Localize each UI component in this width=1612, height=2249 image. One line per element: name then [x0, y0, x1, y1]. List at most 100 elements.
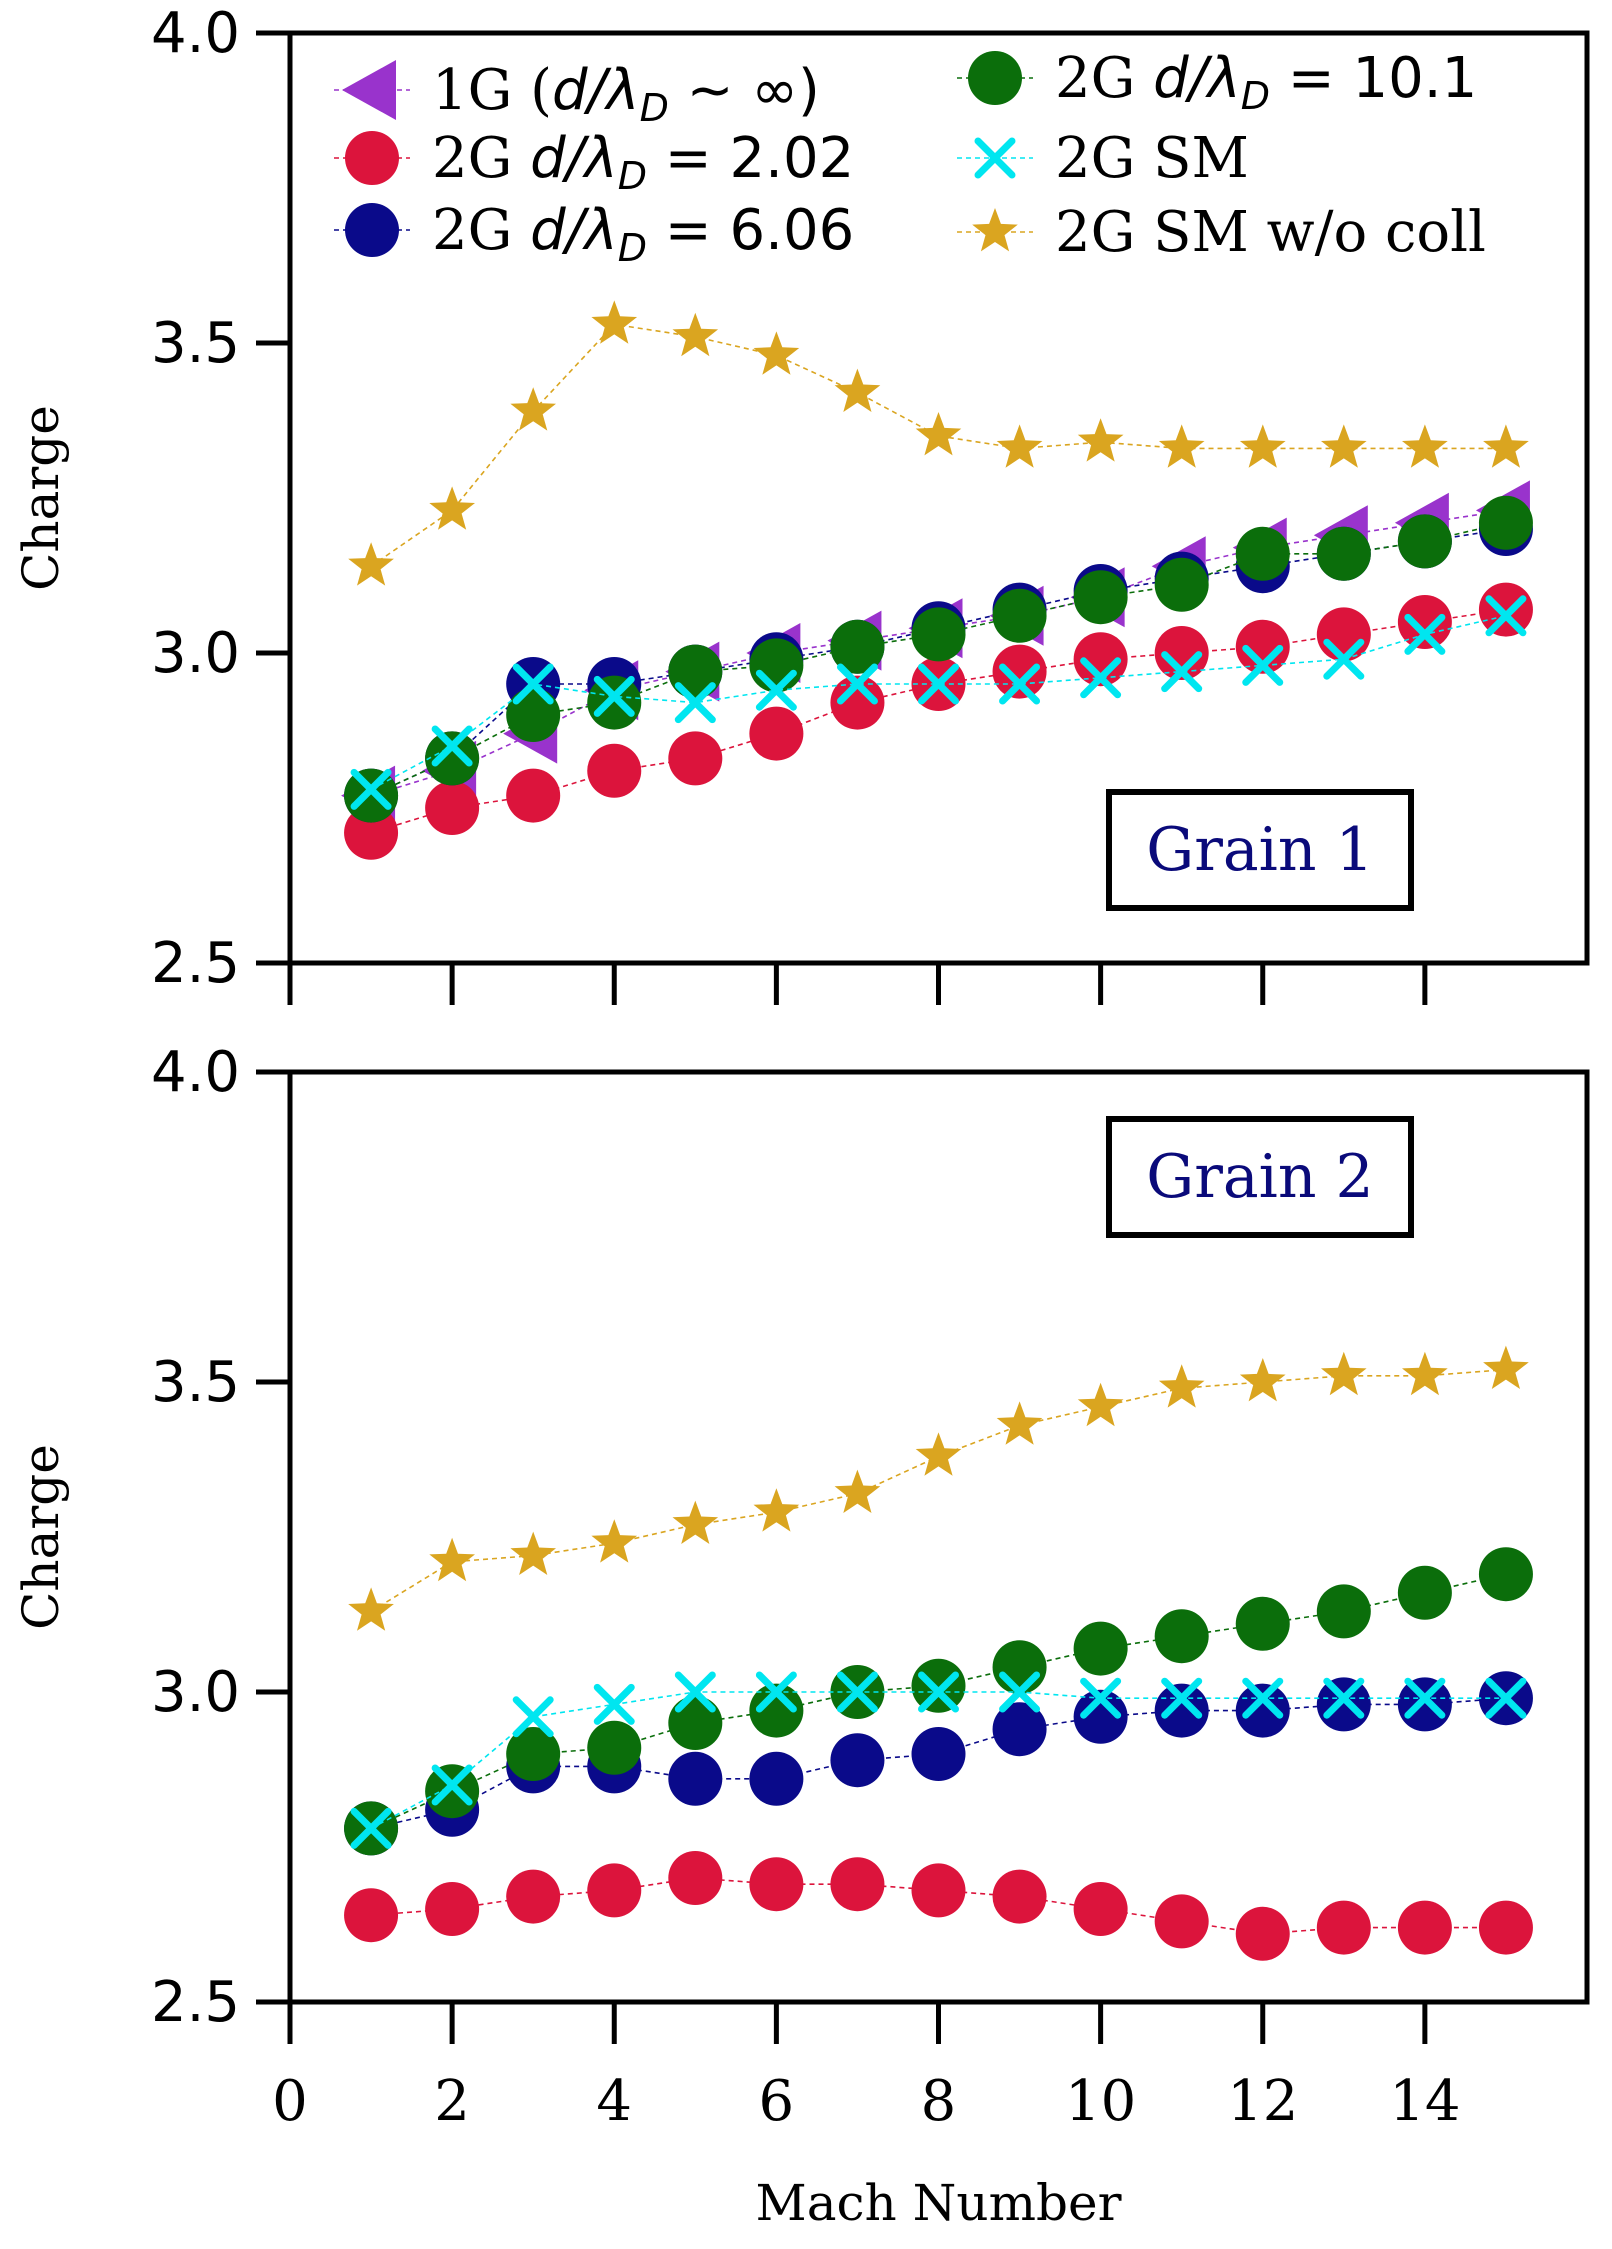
data-point: [672, 1500, 719, 1544]
data-point: [1478, 1547, 1533, 1602]
data-point: [668, 731, 723, 786]
data-point: [911, 607, 966, 662]
data-point: [1323, 1677, 1365, 1719]
data-point: [506, 1727, 561, 1781]
data-point: [1073, 1689, 1128, 1744]
data-point: [672, 312, 719, 357]
data-point: [1485, 1677, 1527, 1719]
legend-entry: 1G (d/λD ~ ∞): [334, 58, 820, 130]
panel-bottom: 2.5 3.0 3.5 4.0 0 2 4 6 8 10 12 14 Charge Mach Number…: [12, 1040, 1590, 2232]
data-point: [1316, 526, 1371, 581]
data-point: [425, 731, 480, 786]
x-tick-label: 6: [759, 2069, 795, 2134]
data-point: [1154, 626, 1209, 680]
data-point: [992, 1869, 1047, 1924]
data-point: [830, 1733, 885, 1788]
legend-entry: 2G SM: [957, 126, 1249, 191]
data-point: [836, 1671, 878, 1713]
legend-label: 2G d/λD = 10.1: [1055, 46, 1477, 118]
y-tick-label: 3.0: [151, 1660, 240, 1725]
data-point-stroke-b: [1404, 1677, 1446, 1719]
x-tick-label: 4: [596, 2069, 632, 2134]
series-line: [370, 1697, 1506, 1830]
data-point: [1397, 514, 1452, 569]
data-point: [593, 1683, 635, 1725]
data-point-stroke-b: [512, 1696, 554, 1738]
data-point: [510, 1531, 556, 1575]
data-point: [425, 1882, 480, 1936]
data-point: [1235, 526, 1290, 581]
data-point: [1397, 595, 1452, 649]
data-point: [992, 1702, 1047, 1757]
series-2g-sm-w-o-coll: [348, 1345, 1529, 1631]
data-point: [587, 743, 642, 798]
data-point: [587, 1863, 642, 1918]
y-tick-label: 4.0: [151, 1040, 240, 1105]
data-point: [1404, 613, 1446, 655]
data-point-stroke-b: [1242, 644, 1284, 686]
data-point-stroke-b: [755, 669, 797, 711]
data-point: [1154, 1894, 1209, 1949]
data-point-stroke-b: [593, 1683, 635, 1725]
x-tick-label: 10: [1065, 2069, 1136, 2134]
data-point: [593, 675, 635, 717]
series-2g-d-d-10-1: [344, 495, 1533, 823]
data-point: [999, 663, 1041, 705]
data-point: [344, 805, 399, 860]
data-point: [996, 424, 1043, 468]
data-point: [587, 1720, 642, 1775]
panel-label: Grain 1: [1146, 815, 1373, 885]
data-point: [1235, 1906, 1290, 1961]
data-point: [836, 663, 878, 705]
data-point: [506, 1869, 561, 1924]
series-2g-d-d-2-02: [344, 1851, 1533, 1961]
legend-label: 2G d/λD = 6.06: [432, 198, 854, 270]
data-point: [668, 1851, 723, 1905]
data-point: [1080, 657, 1122, 699]
data-point: [749, 638, 804, 693]
data-point: [755, 1671, 797, 1713]
data-point: [911, 1658, 966, 1713]
data-point: [755, 669, 797, 711]
data-point: [1235, 619, 1290, 674]
data-point: [753, 331, 800, 375]
data-point: [918, 663, 959, 705]
legend-label: 2G SM w/o coll: [1055, 200, 1486, 265]
data-point-stroke-b: [431, 1764, 473, 1806]
data-point: [1161, 651, 1203, 693]
data-point-stroke-b: [593, 675, 635, 717]
series-2g-sm-w-o-coll: [348, 300, 1529, 586]
data-point: [749, 706, 804, 761]
data-point: [344, 768, 399, 823]
series-line: [370, 1573, 1507, 1830]
data-point: [1402, 1351, 1448, 1396]
data-point: [1397, 1565, 1452, 1620]
data-point: [830, 619, 885, 674]
data-point-stroke-b: [674, 682, 716, 724]
data-point: [506, 688, 561, 742]
data-point: [911, 1863, 966, 1918]
data-point: [1483, 424, 1529, 468]
data-point: [992, 644, 1047, 699]
x-tick-label: 8: [921, 2069, 957, 2134]
data-point: [350, 768, 392, 810]
data-point: [830, 1857, 885, 1912]
data-point: [915, 412, 962, 456]
data-point: [1402, 424, 1448, 468]
x-tick-label: 2: [434, 2069, 470, 2134]
data-point: [1316, 1677, 1371, 1732]
x-tick-label: 12: [1227, 2069, 1298, 2134]
data-point: [1397, 1677, 1452, 1732]
data-point: [999, 1671, 1041, 1713]
data-point: [1323, 638, 1365, 680]
data-point: [992, 1640, 1047, 1695]
panel-label-box: Grain 1: [1106, 789, 1414, 911]
legend-entry: 2G d/λD = 2.02: [334, 126, 854, 198]
data-point: [348, 1587, 394, 1631]
y-tick-label: 2.5: [151, 931, 240, 996]
y-tick-label: 3.0: [151, 621, 240, 686]
data-point-stroke-b: [918, 1671, 959, 1713]
